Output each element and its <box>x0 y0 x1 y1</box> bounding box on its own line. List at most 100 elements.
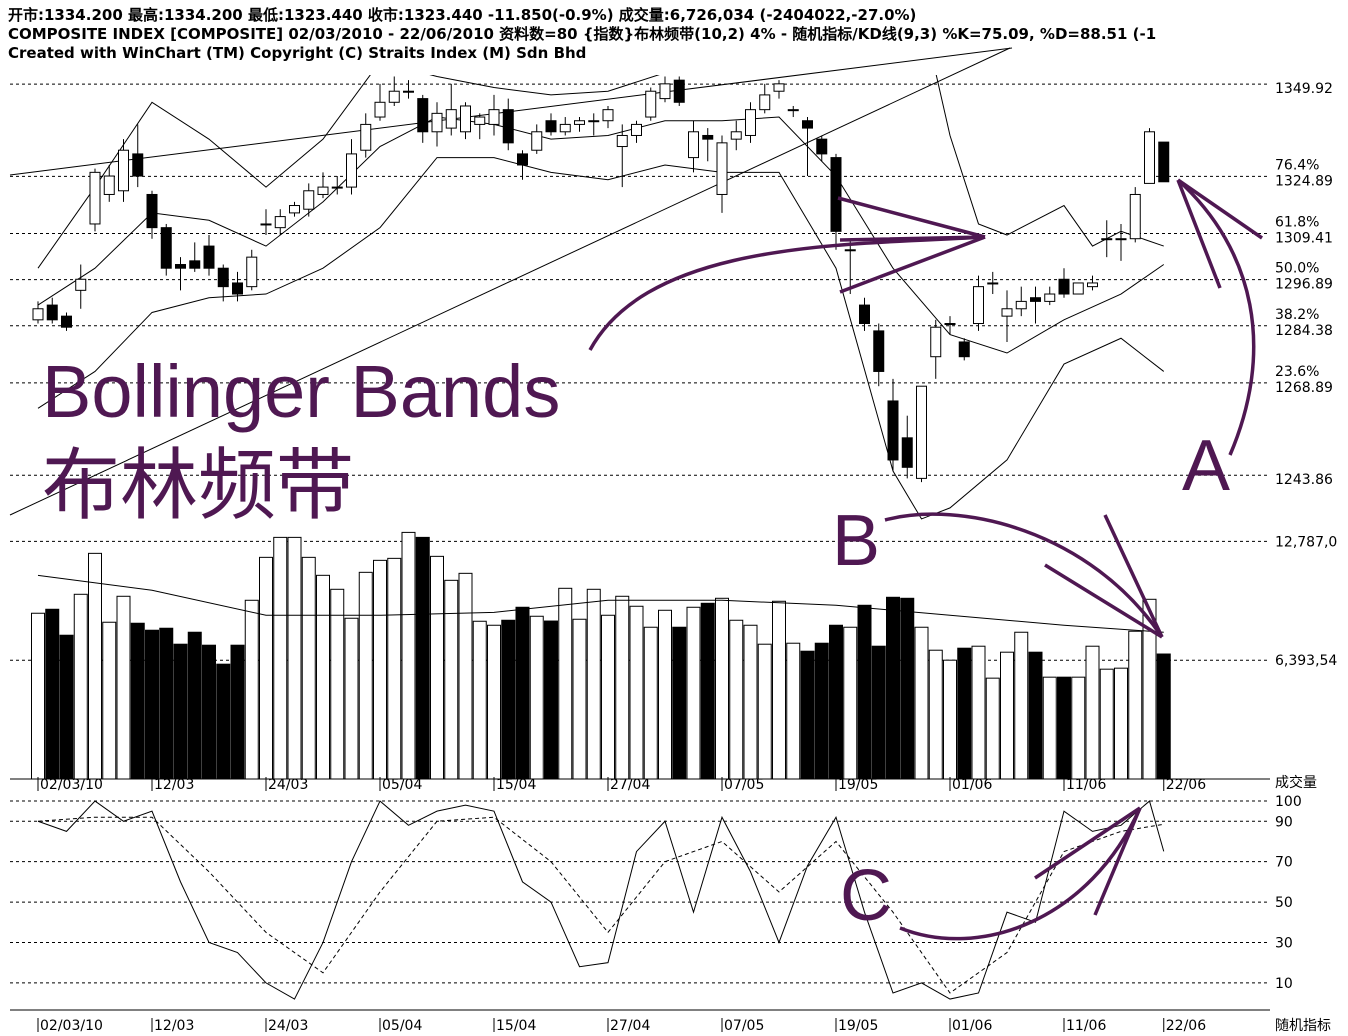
volume-bar <box>173 643 188 780</box>
candle-body <box>417 98 429 133</box>
volume-bar <box>458 572 473 780</box>
arrow <box>588 235 986 351</box>
candle-body <box>289 205 300 214</box>
candle-body <box>958 341 970 358</box>
annotation-arrows <box>588 178 1263 941</box>
annotation-label: C <box>840 856 892 936</box>
fib-label: 38.2% <box>1275 307 1319 323</box>
x-tick-label: 24/03 <box>268 777 308 793</box>
annotation-title: Bollinger Bands <box>42 350 560 433</box>
candle-body <box>346 153 357 188</box>
candle-body <box>1144 131 1155 184</box>
candle-body <box>631 123 642 136</box>
volume-bar <box>430 555 444 780</box>
volume-bar <box>985 677 1000 780</box>
volume-bar <box>1000 651 1014 780</box>
volume-bar <box>1042 676 1057 780</box>
volume-bar <box>487 624 501 780</box>
candle-body <box>246 256 258 288</box>
x-tick-label: 05/04 <box>382 777 422 793</box>
candle-body <box>930 326 942 358</box>
x-tick-label: 15/04 <box>496 777 536 793</box>
candle-body <box>32 308 44 321</box>
arrow <box>1176 178 1256 456</box>
volume-bar <box>145 629 159 780</box>
candle-body <box>887 400 899 461</box>
y-tick-label: 1324.89 <box>1275 173 1333 189</box>
volume-bar <box>187 631 202 780</box>
candle-body <box>118 149 129 192</box>
y-tick-label: 1296.89 <box>1275 277 1333 293</box>
volume-bar <box>529 615 544 780</box>
candle-body <box>317 186 329 195</box>
volume-bar <box>772 600 786 780</box>
volume-bar <box>615 595 630 780</box>
y-tick-label: 1349.92 <box>1275 81 1333 97</box>
x-tick-label: 07/05 <box>724 1018 764 1034</box>
volume-bar <box>857 604 872 780</box>
candle-body <box>1087 282 1098 288</box>
volume-bar <box>1028 651 1043 780</box>
volume-bar <box>59 634 74 780</box>
volume-bar <box>971 645 986 780</box>
x-tick-label: 22/06 <box>1166 777 1206 793</box>
candle-body <box>203 245 215 269</box>
candle-body <box>260 223 272 226</box>
candle-body <box>374 101 386 118</box>
volume-bar <box>672 626 687 780</box>
volume-bar <box>159 627 174 780</box>
volume-bar <box>216 663 231 780</box>
candle-body <box>89 171 101 225</box>
candle-body <box>973 286 984 325</box>
volume-bar <box>957 647 972 780</box>
arrow-head <box>1044 514 1164 639</box>
volume-bar <box>829 624 843 780</box>
x-tick-label: 11/06 <box>1066 1018 1106 1034</box>
volume-bar <box>658 609 672 780</box>
candle-body <box>787 109 799 112</box>
candle-body <box>232 282 243 295</box>
x-tick-label: 02/03/10 <box>40 1018 103 1034</box>
volume-bar <box>230 644 245 780</box>
x-tick-label: 27/04 <box>610 1018 650 1034</box>
volume-bar <box>700 602 715 780</box>
candle-body <box>616 134 628 148</box>
x-tick-label: 01/06 <box>952 777 992 793</box>
volume-bar <box>1142 598 1157 780</box>
candle-body <box>75 278 87 291</box>
arrow <box>899 807 1142 941</box>
candle-body <box>431 112 443 133</box>
candle-body <box>1072 282 1084 295</box>
candle-body <box>160 227 172 269</box>
volume-bar <box>558 587 573 780</box>
candle-body <box>702 134 714 140</box>
line <box>37 75 1164 269</box>
candle-body <box>445 109 457 129</box>
candle-body <box>531 131 543 151</box>
volume-bar <box>871 645 886 780</box>
volume-bar <box>914 626 929 780</box>
volume-bar <box>843 626 858 780</box>
annotation-title: 布林频带 <box>42 441 354 529</box>
candle-body <box>146 193 158 229</box>
x-tick-label: 01/06 <box>952 1018 992 1034</box>
x-tick-label: 27/04 <box>610 777 650 793</box>
volume-bar <box>943 659 957 780</box>
arrow-head <box>1176 178 1263 289</box>
candle-body <box>759 94 771 111</box>
candle-body <box>1015 300 1027 310</box>
candle-body <box>46 304 58 321</box>
volume-bar <box>1071 676 1086 780</box>
candle-body <box>460 105 471 133</box>
candle-body <box>645 90 657 118</box>
candle-body <box>517 153 528 166</box>
y-tick-label: 1284.38 <box>1275 323 1333 339</box>
candle-body <box>673 79 685 103</box>
candle-body <box>1115 238 1127 241</box>
volume-bar <box>572 618 587 780</box>
fib-label: 23.6% <box>1275 364 1319 380</box>
volume-bar <box>202 644 216 780</box>
x-tick-label: 22/06 <box>1166 1018 1206 1034</box>
volume-bar <box>472 620 487 780</box>
